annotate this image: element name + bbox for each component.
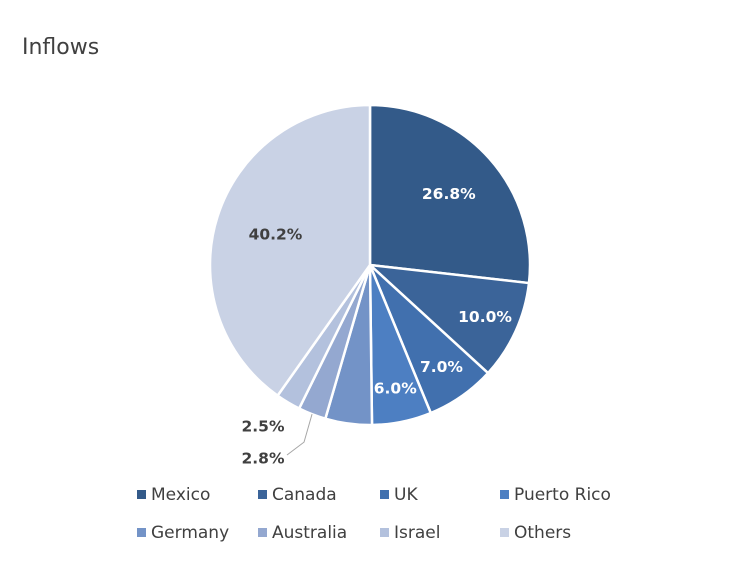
- data-label-australia: 2.8%: [242, 450, 285, 468]
- legend-swatch-australia: [258, 528, 267, 537]
- legend-item-others: Others: [500, 523, 571, 543]
- legend-item-israel: Israel: [380, 523, 440, 543]
- leader-line-australia: [286, 413, 313, 456]
- legend-item-australia: Australia: [258, 523, 347, 543]
- legend-item-puerto-rico: Puerto Rico: [500, 485, 611, 505]
- legend-swatch-uk: [380, 490, 389, 499]
- legend-swatch-puerto-rico: [500, 490, 509, 499]
- legend-label-mexico: Mexico: [151, 485, 210, 505]
- legend-item-uk: UK: [380, 485, 418, 505]
- legend-item-canada: Canada: [258, 485, 337, 505]
- legend-swatch-mexico: [137, 490, 146, 499]
- legend-label-canada: Canada: [272, 485, 337, 505]
- data-label-uk: 7.0%: [420, 358, 463, 376]
- data-label-puerto-rico: 6.0%: [374, 379, 417, 397]
- data-label-israel: 2.5%: [242, 418, 285, 436]
- legend-item-mexico: Mexico: [137, 485, 210, 505]
- leader-lines: [286, 413, 313, 456]
- legend-swatch-germany: [137, 528, 146, 537]
- legend-label-israel: Israel: [394, 523, 440, 543]
- slice-mexico: [368, 103, 532, 285]
- pie-slices: [208, 103, 532, 427]
- chart-title: Inflows: [22, 35, 99, 60]
- data-label-canada: 10.0%: [458, 308, 512, 326]
- legend-label-others: Others: [514, 523, 571, 543]
- data-label-others: 40.2%: [249, 225, 303, 243]
- legend-label-uk: UK: [394, 485, 418, 505]
- slice-canada: [368, 263, 531, 375]
- legend-label-germany: Germany: [151, 523, 229, 543]
- slice-others: [208, 103, 372, 397]
- legend-item-germany: Germany: [137, 523, 229, 543]
- data-label-mexico: 26.8%: [422, 185, 476, 203]
- legend: Mexico Canada UK Puerto Rico Germany Australi…: [137, 485, 611, 543]
- legend-swatch-israel: [380, 528, 389, 537]
- legend-swatch-others: [500, 528, 509, 537]
- slice-labels: 26.8% 10.0% 7.0%6.0% 2.8% 2.5% 40.2%: [242, 185, 513, 467]
- legend-label-australia: Australia: [272, 523, 347, 543]
- legend-swatch-canada: [258, 490, 267, 499]
- legend-label-puerto-rico: Puerto Rico: [514, 485, 611, 505]
